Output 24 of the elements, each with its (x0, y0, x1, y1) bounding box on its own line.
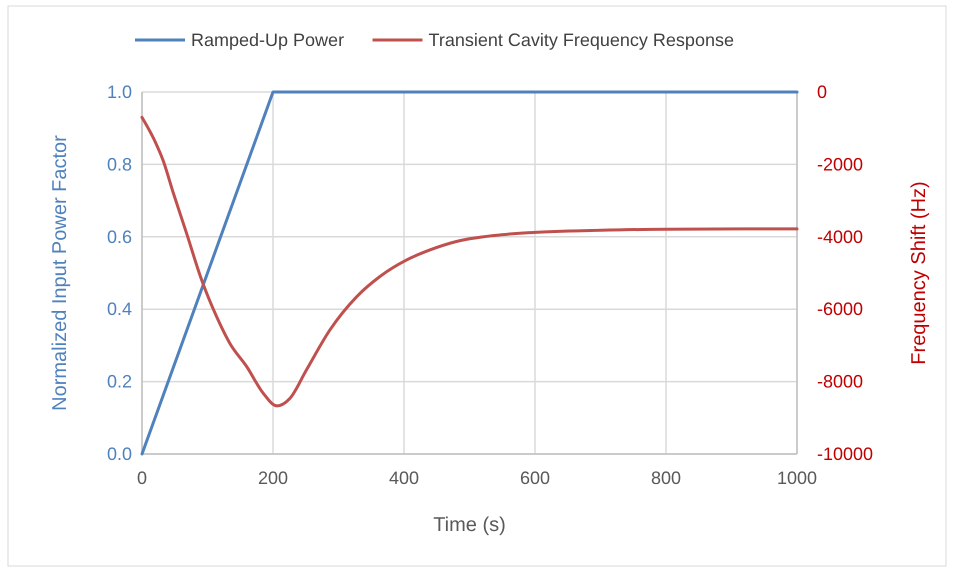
x-tick-label: 0 (136, 468, 148, 488)
x-tick-label: 200 (258, 468, 288, 488)
x-tick-label: 600 (520, 468, 550, 488)
y2-axis-title: Frequency Shift (Hz) (908, 181, 930, 365)
x-tick-label: 1000 (776, 468, 818, 488)
line-series (140, 116, 798, 408)
x-tick-label: 800 (650, 468, 682, 488)
y-tick-label: 0.8 (106, 154, 132, 174)
y-axis-title: Normalized Input Power Factor (49, 134, 71, 411)
y2-tick-label: -6000 (817, 299, 864, 320)
y-tick-label: 0.2 (106, 372, 132, 392)
y2-tick-label: 0 (817, 82, 828, 102)
x-tick-label: 400 (388, 468, 420, 488)
y2-tick-label: -2000 (817, 154, 864, 174)
legend-label: Transient Cavity Frequency Response (428, 30, 734, 50)
y2-tick-label: -8000 (817, 372, 864, 392)
x-axis-title: Time (s) (433, 514, 506, 536)
y-tick-label: 0.0 (106, 444, 132, 464)
y-tick-label: 0.4 (106, 299, 132, 320)
y-tick-label: 1.0 (106, 82, 132, 102)
legend-label: Ramped-Up Power (191, 30, 344, 50)
y-tick-label: 0.6 (106, 226, 132, 247)
y2-tick-label: -10000 (817, 444, 874, 464)
y2-tick-label: -4000 (817, 226, 864, 247)
